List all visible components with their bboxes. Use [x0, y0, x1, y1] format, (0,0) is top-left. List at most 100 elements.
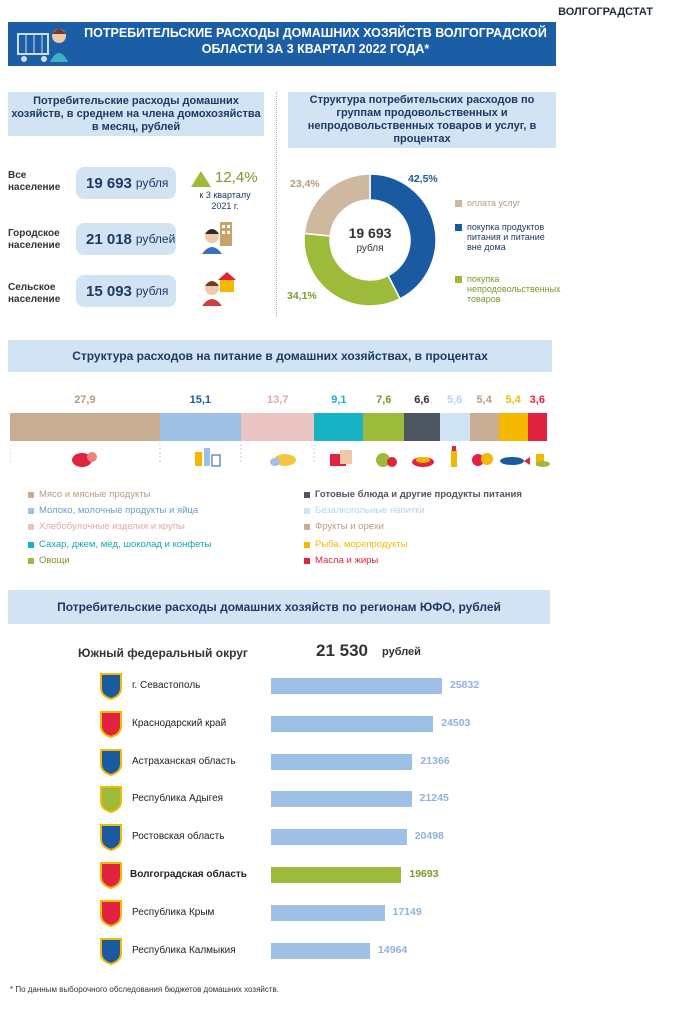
region-bar-5: [271, 867, 402, 883]
region-value-0: 25832: [450, 679, 480, 691]
unit-rural: рубля: [135, 284, 169, 298]
sweets-icon: [330, 450, 352, 466]
unit-urban: рублей: [135, 232, 176, 246]
region-name-6: Республика Крым: [132, 906, 215, 918]
page-title: ПОТРЕБИТЕЛЬСКИЕ РАСХОДЫ ДОМАШНИХ ХОЗЯЙСТ…: [84, 26, 547, 56]
donut-center-value: 19 693: [348, 225, 392, 241]
region-crest-icon-6: [100, 899, 122, 927]
region-bar-0: [271, 678, 442, 694]
region-value-7: 14964: [378, 943, 408, 956]
food-segment-label-6: 5,6: [446, 394, 463, 406]
unit-all: рубля: [135, 176, 169, 190]
growth-triangle-icon: [191, 171, 211, 187]
region-value-6: 17149: [392, 905, 422, 918]
regions-header: Потребительские расходы домашних хозяйст…: [8, 590, 550, 624]
donut-slice-2: [303, 173, 371, 237]
donut-chart: [303, 173, 437, 307]
food-legend-item-8: Рыба, морепродукты: [304, 539, 408, 550]
region-crest-icon-5: [100, 862, 122, 889]
food-segment-1: [159, 413, 241, 441]
region-value-3: 21245: [419, 792, 449, 805]
food-legend-item-4: Овощи: [28, 555, 70, 566]
region-name-5: Волгоградская область: [130, 869, 247, 880]
value-pill-urban: 21 018 рублей: [76, 223, 176, 255]
value-all: 19 693: [86, 174, 132, 192]
block-divider: [276, 92, 277, 317]
food-legend-item-5: Готовые блюда и другие продукты питания: [304, 489, 522, 500]
value-rural: 15 093: [86, 282, 132, 300]
drinks-icon: [451, 446, 457, 467]
regions-chart: г. Севастополь 25832 Краснодарский край 245…: [0, 672, 673, 965]
region-crest-icon-4: [100, 824, 122, 852]
donut-header: Структура потребительских расходов по гр…: [288, 92, 556, 148]
food-legend-item-0: Мясо и мясные продукты: [28, 489, 150, 500]
value-pill-all: 19 693 рубля: [76, 167, 176, 199]
region-bar-1: [271, 715, 434, 732]
legend-food-label: покупка продуктов питания и питание вне …: [467, 222, 545, 252]
growth-note: к 3 кварталу 2021 г.: [199, 190, 251, 211]
vegetables-icon: [376, 453, 397, 467]
food-segment-label-1: 15,1: [189, 394, 212, 406]
legend-nonfood: покупка непродовольственных товаров: [455, 274, 561, 304]
legend-services: оплата услуг: [455, 198, 520, 208]
food-legend-item-3: Сахар, джем, мёд, шоколад и конфеты: [28, 539, 211, 550]
food-segment-6: [439, 413, 470, 441]
district-unit: рублей: [382, 646, 421, 658]
value-urban: 21 018: [86, 230, 132, 248]
region-crest-icon-1: [100, 710, 122, 738]
region-bar-2: [271, 753, 413, 770]
value-pill-rural: 15 093 рубля: [76, 275, 176, 307]
food-segment-9: [527, 413, 547, 441]
region-value-5: 19693: [409, 868, 439, 880]
agency-name: ВОЛГОГРАДСТАТ: [558, 6, 653, 18]
slice-label-services: 23,4%: [290, 178, 320, 190]
region-crest-icon-2: [100, 748, 122, 776]
region-name-2: Астраханская область: [132, 755, 236, 767]
food-segment-0: [10, 413, 160, 441]
food-segment-4: [363, 413, 405, 441]
food-segment-label-2: 13,7: [266, 394, 289, 406]
milk-icon: [195, 448, 221, 467]
food-legend-item-7: Фрукты и орехи: [304, 521, 384, 532]
food-legend-item-6: Безалкогольные напитки: [304, 505, 425, 516]
food-segment-label-4: 7,6: [376, 394, 392, 406]
region-name-4: Ростовская область: [132, 831, 225, 843]
food-segment-label-5: 6,6: [414, 394, 430, 406]
shopping-cart-icon: [17, 29, 68, 62]
ready-meals-icon: [412, 457, 434, 467]
title-banner: ПОТРЕБИТЕЛЬСКИЕ РАСХОДЫ ДОМАШНИХ ХОЗЯЙСТ…: [8, 22, 556, 66]
bread-icon: [270, 454, 296, 466]
row-label-all: Все население: [8, 170, 61, 193]
region-name-7: Республика Калмыкия: [132, 944, 236, 956]
food-segment-7: [469, 413, 499, 441]
slice-label-food: 42,5%: [408, 173, 438, 185]
food-segment-8: [498, 413, 528, 441]
food-segment-label-3: 9,1: [331, 394, 347, 406]
slice-label-nonfood: 34,1%: [287, 290, 317, 302]
food-segment-label-9: 3,6: [529, 394, 545, 406]
food-icons-row: [10, 440, 550, 467]
region-name-0: г. Севастополь: [132, 680, 201, 691]
region-crest-icon-3: [100, 786, 122, 814]
food-legend-item-1: Молоко, молочные продукты и яйца: [28, 505, 198, 516]
region-value-1: 24503: [441, 716, 471, 729]
region-name-3: Республика Адыгея: [132, 793, 224, 805]
food-value-labels: 27,9 15,1 13,7 9,1 7,6 6,6 5,6 5,4 5,4 3,6: [10, 394, 547, 410]
meat-icon: [72, 452, 97, 467]
food-legend: Мясо и мясные продукты Молоко, молочные п…: [28, 489, 548, 574]
food-legend-item-9: Масла и жиры: [304, 555, 378, 566]
food-segment-label-8: 5,4: [505, 394, 521, 406]
region-bar-3: [271, 791, 412, 808]
city-person-icon: [202, 222, 232, 254]
food-segment-label-0: 27,9: [74, 394, 96, 406]
food-structure-header: Структура расходов на питание в домашних…: [8, 340, 552, 372]
region-crest-icon-0: [100, 673, 122, 700]
legend-nonfood-label: покупка непродовольственных товаров: [467, 274, 561, 304]
region-value-2: 21366: [420, 754, 450, 767]
legend-food: покупка продуктов питания и питание вне …: [455, 222, 560, 252]
footnote: * По данным выборочного обследования бюд…: [10, 985, 280, 994]
left-block-header: Потребительские расходы домашних хозяйст…: [8, 92, 264, 136]
row-label-rural: Сельское население: [8, 282, 61, 305]
oil-icon: [536, 454, 550, 467]
region-crest-icon-7: [100, 937, 122, 965]
